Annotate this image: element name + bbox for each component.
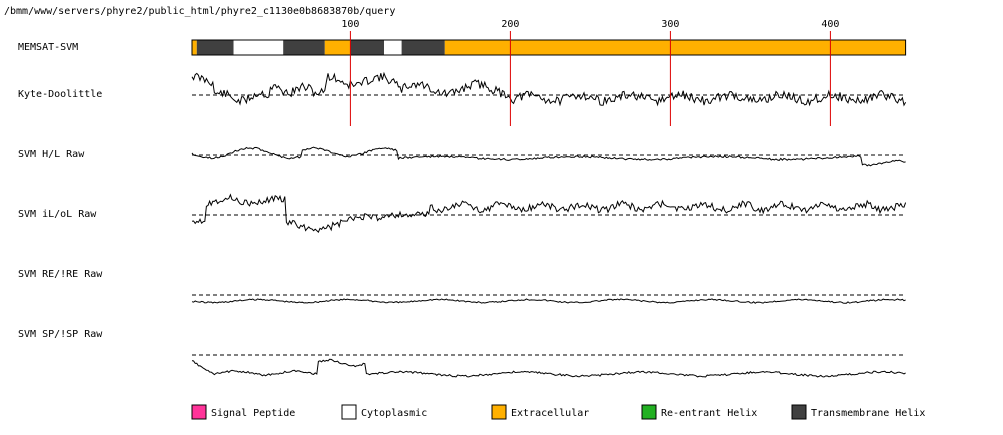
topology-bar-outline [191, 39, 907, 56]
ruler-tick-label: 400 [821, 19, 839, 30]
track-label-svm-reire: SVM RE/!RE Raw [18, 269, 103, 280]
ruler-tick-label: 200 [501, 19, 519, 30]
legend: Signal Peptide Cytoplasmic Extracellular Re… [191, 404, 925, 420]
topology-segment-transmembrane-helix [350, 40, 384, 55]
topology-segment-extracellular [444, 40, 906, 55]
topology-bar [191, 39, 907, 56]
profile-plots [191, 71, 907, 378]
track-label-svm-spisp: SVM SP/!SP Raw [18, 329, 103, 340]
legend-label-extracellular: Extracellular [511, 408, 589, 419]
legend-swatch-signal-peptide [191, 404, 207, 420]
legend-swatch-extracellular [491, 404, 507, 420]
ruler-tick-label: 100 [341, 19, 359, 30]
track-label-memsat: MEMSAT-SVM [18, 42, 78, 53]
kyte-doolittle-trace [191, 71, 907, 107]
legend-label-transmembrane-helix: Transmembrane Helix [811, 408, 925, 419]
svm-hl-trace [191, 146, 906, 167]
topology-segment-extracellular [324, 40, 351, 55]
topology-segment-cytoplasmic [384, 40, 402, 55]
svm-spisp-trace [191, 358, 906, 378]
topology-segment-transmembrane-helix [401, 40, 445, 55]
legend-label-reentrant-helix: Re-entrant Helix [661, 408, 757, 419]
legend-swatch-reentrant-helix [641, 404, 657, 420]
topology-segment-transmembrane-helix [283, 40, 325, 55]
legend-label-cytoplasmic: Cytoplasmic [361, 408, 427, 419]
legend-swatch-transmembrane-helix [791, 404, 807, 420]
query-path: /bmm/www/servers/phyre2/public_html/phyr… [4, 6, 395, 17]
track-label-kyte-doolittle: Kyte-Doolittle [18, 89, 102, 100]
legend-label-signal-peptide: Signal Peptide [211, 408, 295, 419]
svm-ilol-trace [191, 193, 907, 233]
sequence-ruler: 100 200 300 400 [341, 19, 839, 126]
track-label-svm-hl: SVM H/L Raw [18, 149, 85, 160]
topology-segment-cytoplasmic [233, 40, 284, 55]
ruler-tick-label: 300 [661, 19, 679, 30]
topology-segment-transmembrane-helix [196, 40, 234, 55]
topology-segment-extracellular [192, 40, 197, 55]
svm-reire-trace [191, 298, 906, 304]
legend-swatch-cytoplasmic [341, 404, 357, 420]
track-label-svm-ilol: SVM iL/oL Raw [18, 209, 97, 220]
